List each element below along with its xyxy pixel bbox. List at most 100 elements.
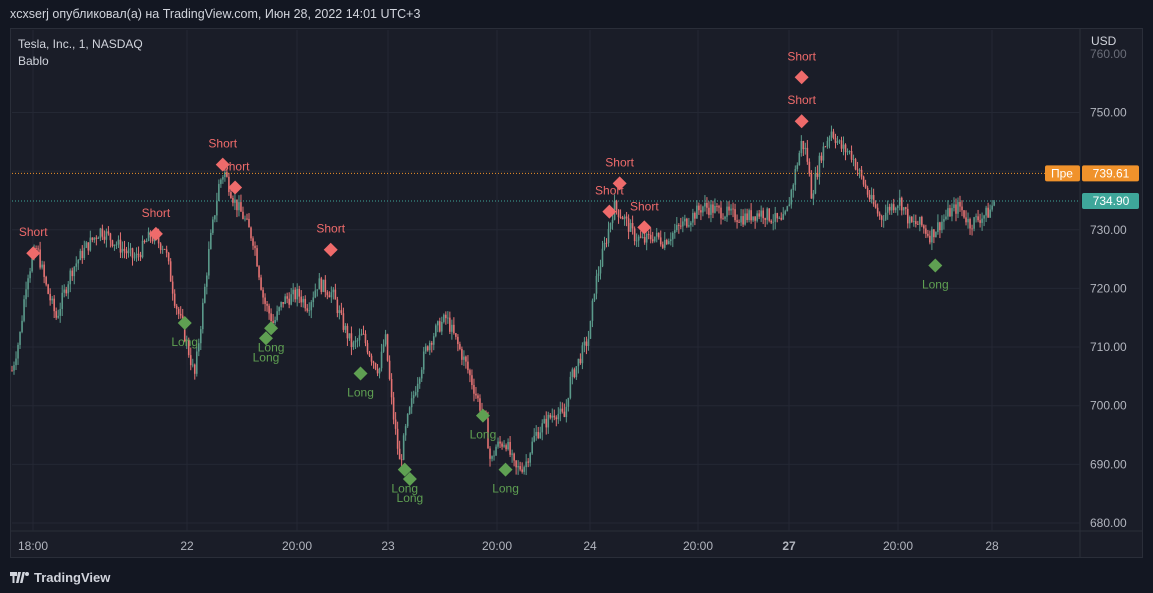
- chart-pane[interactable]: [10, 28, 1143, 558]
- candle-body: [571, 369, 574, 377]
- short-signal-marker[interactable]: [612, 176, 627, 191]
- candle-body: [304, 298, 307, 309]
- candle-body: [75, 263, 78, 267]
- long-signal-marker[interactable]: [264, 321, 279, 336]
- candle-body: [836, 141, 839, 143]
- short-signal-marker[interactable]: [26, 246, 41, 261]
- candle-body: [59, 308, 62, 316]
- candle-body: [840, 140, 843, 149]
- long-signal-marker[interactable]: [397, 462, 412, 477]
- candle-body: [758, 213, 760, 217]
- candle-body: [306, 308, 309, 311]
- candles: [11, 125, 995, 476]
- long-signal-marker[interactable]: [498, 462, 513, 477]
- long-signal-marker[interactable]: [258, 331, 273, 346]
- candle-body: [193, 364, 196, 374]
- candle-body: [324, 279, 327, 293]
- short-signal-marker[interactable]: [637, 220, 652, 235]
- candle-body: [91, 237, 94, 240]
- candle-body: [316, 289, 319, 291]
- candle-body: [169, 261, 172, 282]
- candle-body: [386, 334, 389, 361]
- candle-body: [611, 219, 614, 224]
- candle-body: [67, 284, 70, 294]
- candle-body: [896, 205, 899, 208]
- long-signal-marker[interactable]: [475, 408, 490, 423]
- tradingview-footer[interactable]: TradingView: [10, 568, 110, 586]
- candle-body: [921, 216, 923, 226]
- candle-body: [398, 448, 401, 460]
- symbol-title[interactable]: Tesla, Inc., 1, NASDAQ: [18, 37, 143, 51]
- candle-body: [61, 292, 64, 309]
- candle-body: [904, 207, 907, 209]
- candle-body: [426, 346, 429, 351]
- candle-body: [491, 456, 493, 459]
- candle-body: [467, 361, 469, 371]
- long-signal-marker[interactable]: [402, 472, 417, 487]
- candle-body: [722, 218, 724, 220]
- candle-body: [131, 248, 134, 258]
- candle-body: [746, 213, 748, 221]
- long-signal-marker[interactable]: [353, 366, 368, 381]
- short-signal-marker[interactable]: [228, 180, 243, 195]
- candle-body: [955, 204, 957, 214]
- short-signal-marker[interactable]: [148, 226, 163, 241]
- short-signal-marker[interactable]: [794, 114, 809, 129]
- candle-body: [728, 206, 730, 211]
- long-signal-marker[interactable]: [177, 316, 192, 331]
- short-signal-marker[interactable]: [794, 70, 809, 85]
- indicator-name[interactable]: Bablo: [18, 54, 49, 68]
- candle-body: [354, 340, 357, 343]
- candle-body: [846, 151, 849, 153]
- candle-body: [742, 216, 744, 225]
- currency-label[interactable]: USD: [1091, 34, 1117, 48]
- candle-body: [228, 176, 230, 193]
- short-signal-marker[interactable]: [323, 242, 338, 257]
- candle-body: [57, 315, 59, 318]
- candle-body: [842, 144, 845, 149]
- candle-body: [659, 237, 662, 245]
- candle-body: [983, 215, 985, 219]
- candle-body: [420, 369, 423, 379]
- candle-body: [173, 293, 176, 306]
- candle-body: [854, 159, 857, 170]
- candle-body: [465, 356, 467, 362]
- candle-body: [416, 383, 419, 393]
- candle-body: [322, 279, 325, 292]
- candle-body: [567, 397, 570, 407]
- candle-body: [589, 320, 592, 339]
- candle-body: [902, 207, 905, 211]
- candle-body: [541, 423, 544, 433]
- candle-body: [818, 155, 821, 177]
- candle-body: [264, 297, 266, 304]
- candle-body: [671, 232, 674, 240]
- candle-body: [581, 345, 584, 364]
- candle-body: [280, 302, 282, 308]
- candle-body: [967, 219, 969, 223]
- candle-body: [475, 393, 477, 396]
- previous-close-tag[interactable]: [1045, 165, 1080, 182]
- candle-body: [561, 408, 564, 412]
- candle-body: [362, 333, 365, 335]
- candle-body: [394, 419, 397, 429]
- candle-body: [830, 131, 833, 138]
- candle-body: [657, 232, 660, 238]
- candle-body: [744, 213, 746, 225]
- candle-body: [469, 370, 471, 376]
- candle-body: [270, 313, 272, 322]
- candle-body: [212, 219, 214, 233]
- candle-body: [288, 298, 290, 305]
- candle-body: [175, 305, 178, 309]
- candle-body: [107, 231, 110, 234]
- candle-body: [507, 441, 509, 450]
- short-signal-marker[interactable]: [215, 157, 230, 172]
- long-signal-marker[interactable]: [928, 258, 943, 273]
- candle-body: [73, 266, 76, 277]
- candle-body: [941, 221, 943, 231]
- candle-body: [756, 213, 758, 221]
- candle-body: [973, 217, 975, 229]
- short-signal-marker[interactable]: [602, 204, 617, 219]
- candle-body: [326, 292, 329, 296]
- candle-body: [392, 397, 395, 420]
